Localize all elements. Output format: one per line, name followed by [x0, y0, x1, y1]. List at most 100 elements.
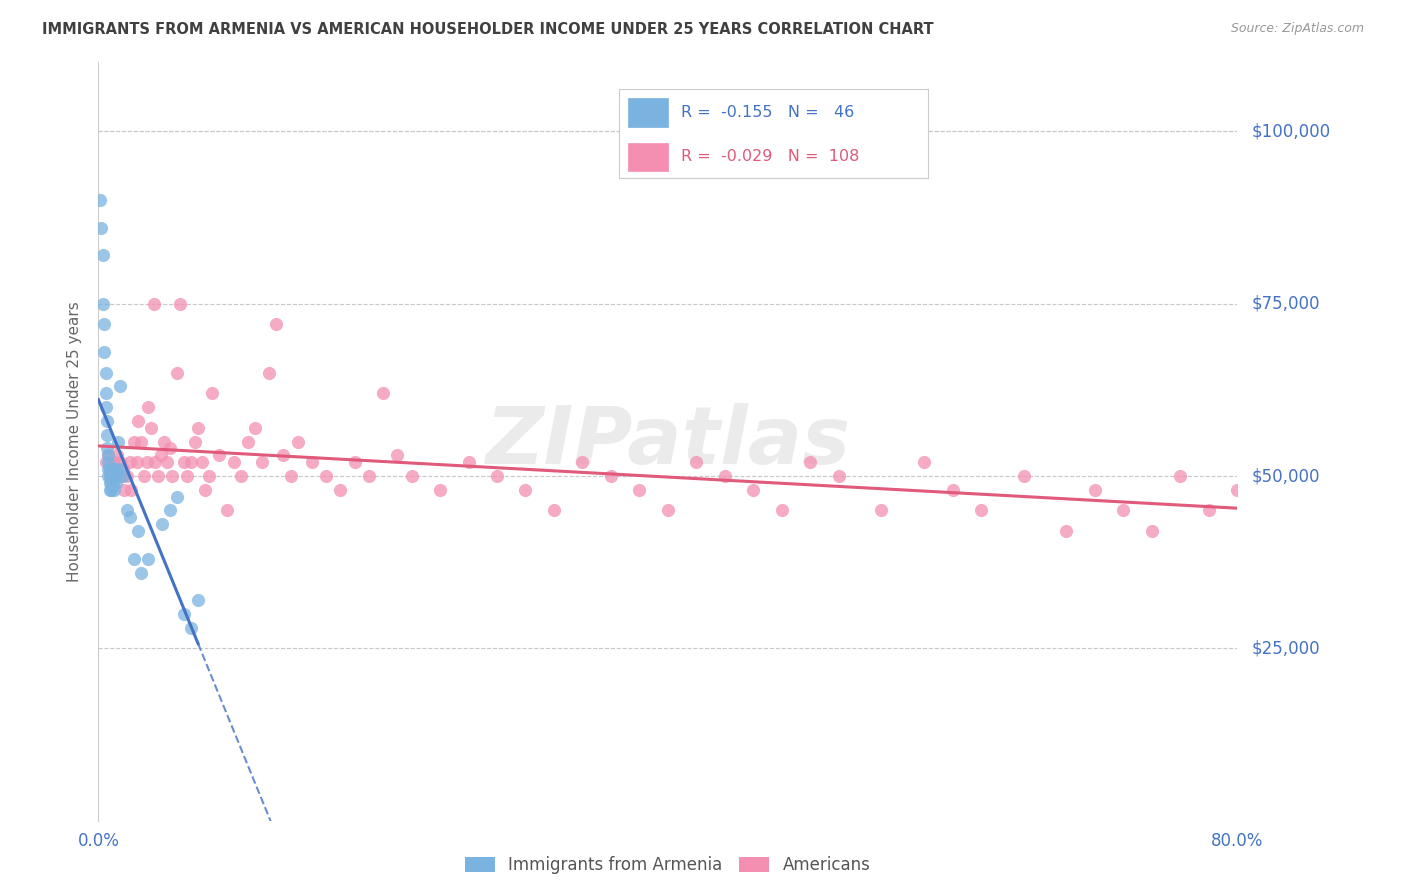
Point	[91, 248, 114, 262]
Point	[100, 462, 122, 476]
Point	[97, 448, 120, 462]
Point	[301, 455, 323, 469]
Point	[120, 483, 142, 497]
Point	[127, 414, 149, 428]
Point	[96, 427, 118, 442]
Point	[250, 455, 273, 469]
Point	[970, 503, 993, 517]
Point	[169, 296, 191, 310]
Point	[94, 400, 117, 414]
Point	[1198, 503, 1220, 517]
Point	[401, 469, 423, 483]
Point	[142, 296, 165, 310]
Point	[180, 455, 202, 469]
Point	[94, 366, 117, 380]
Point	[198, 469, 221, 483]
Point	[770, 503, 793, 517]
Text: $50,000: $50,000	[1251, 467, 1320, 485]
Point	[125, 455, 148, 469]
Point	[236, 434, 259, 449]
Point	[280, 469, 302, 483]
Point	[104, 462, 127, 476]
Point	[97, 455, 120, 469]
FancyBboxPatch shape	[628, 98, 668, 127]
Point	[162, 469, 184, 483]
Point	[222, 455, 245, 469]
Point	[180, 621, 202, 635]
Point	[103, 483, 125, 497]
Point	[127, 524, 149, 538]
Point	[259, 366, 281, 380]
Point	[187, 593, 209, 607]
Point	[98, 462, 121, 476]
Point	[103, 469, 125, 483]
Point	[176, 469, 198, 483]
Point	[129, 566, 152, 580]
Point	[912, 455, 935, 469]
Point	[96, 414, 118, 428]
Point	[103, 469, 125, 483]
Point	[91, 296, 114, 310]
Point	[136, 551, 159, 566]
Point	[98, 469, 121, 483]
Text: R =  -0.029   N =  108: R = -0.029 N = 108	[681, 150, 859, 164]
Point	[145, 455, 167, 469]
Point	[685, 455, 707, 469]
Point	[97, 469, 120, 483]
Point	[98, 469, 121, 483]
Point	[115, 469, 138, 483]
Y-axis label: Householder Income Under 25 years: Householder Income Under 25 years	[67, 301, 83, 582]
Point	[93, 318, 115, 332]
FancyBboxPatch shape	[628, 143, 668, 171]
Point	[129, 434, 152, 449]
Point	[628, 483, 651, 497]
Point	[166, 366, 188, 380]
Point	[98, 483, 121, 497]
Point	[122, 551, 145, 566]
Point	[118, 455, 141, 469]
Point	[136, 400, 159, 414]
Point	[111, 469, 134, 483]
Point	[98, 475, 121, 490]
Point	[101, 462, 124, 476]
Text: Source: ZipAtlas.com: Source: ZipAtlas.com	[1230, 22, 1364, 36]
Point	[108, 455, 131, 469]
Text: $75,000: $75,000	[1251, 294, 1320, 313]
Point	[94, 455, 117, 469]
Point	[799, 455, 821, 469]
Point	[828, 469, 851, 483]
Point	[105, 469, 128, 483]
Point	[108, 379, 131, 393]
Point	[173, 607, 195, 621]
Point	[156, 455, 179, 469]
Point	[97, 462, 120, 476]
Point	[201, 386, 224, 401]
Point	[515, 483, 537, 497]
Point	[105, 448, 128, 462]
Point	[94, 386, 117, 401]
Point	[1056, 524, 1078, 538]
Point	[101, 455, 124, 469]
Point	[184, 434, 207, 449]
Text: ZIPatlas: ZIPatlas	[485, 402, 851, 481]
Point	[266, 318, 288, 332]
Point	[1084, 483, 1107, 497]
Point	[132, 469, 155, 483]
Point	[1112, 503, 1135, 517]
Point	[714, 469, 737, 483]
Point	[152, 517, 174, 532]
Point	[115, 503, 138, 517]
Point	[108, 462, 131, 476]
Point	[100, 483, 122, 497]
Point	[173, 455, 195, 469]
Point	[110, 469, 132, 483]
Point	[93, 345, 115, 359]
Point	[187, 421, 209, 435]
Point	[870, 503, 893, 517]
Point	[457, 455, 479, 469]
Point	[208, 448, 231, 462]
Point	[486, 469, 509, 483]
Point	[135, 455, 157, 469]
Point	[153, 434, 176, 449]
Point	[215, 503, 238, 517]
